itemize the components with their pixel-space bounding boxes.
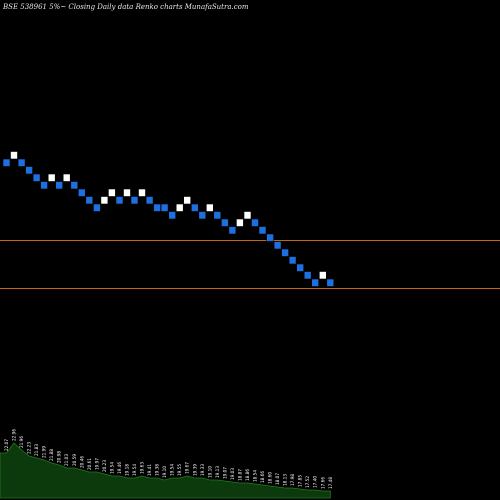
renko-brick-down	[198, 211, 207, 220]
volume-label: 18.87	[237, 469, 242, 481]
volume-area-fill	[0, 442, 331, 499]
renko-brick-up	[108, 188, 116, 197]
volume-label: 17.40	[313, 476, 318, 488]
renko-brick-down	[70, 181, 79, 190]
renko-brick-up	[236, 218, 244, 227]
volume-label: 19.07	[222, 467, 227, 479]
renko-brick-up	[47, 173, 56, 182]
volume-label: 19.63	[140, 462, 145, 474]
volume-label: 18.60	[268, 472, 273, 484]
volume-label: 19.67	[185, 462, 190, 474]
renko-brick-down	[130, 196, 139, 205]
volume-label: 19.38	[155, 464, 160, 476]
volume-label: 20.98	[57, 451, 62, 463]
renko-brick-down	[326, 278, 335, 287]
volume-label: 21.88	[49, 449, 54, 461]
renko-brick-down	[311, 278, 320, 287]
volume-label: 19.54	[132, 464, 137, 476]
volume-label: 17.66	[320, 477, 325, 489]
volume-label: 18.07	[275, 473, 280, 485]
renko-brick-up	[100, 196, 109, 205]
volume-label: 19.10	[207, 466, 212, 478]
volume-label: 19.41	[147, 464, 152, 476]
renko-brick-up	[183, 196, 191, 205]
volume-label: 21.99	[42, 446, 47, 458]
renko-brick-down	[85, 196, 94, 205]
renko-brick-up	[318, 271, 327, 280]
volume-label: 19.97	[94, 458, 99, 470]
volume-label: 19.10	[162, 466, 167, 478]
volume-label: 17.52	[305, 476, 310, 488]
renko-brick-down	[17, 158, 26, 167]
volume-label: 19.54	[170, 464, 175, 476]
renko-brick-down	[168, 211, 176, 220]
volume-label: 18.66	[260, 471, 265, 483]
volume-label: 19.55	[177, 464, 182, 476]
volume-label: 22.23	[27, 442, 32, 454]
renko-brick-down	[153, 203, 161, 212]
volume-label: 19.54	[109, 462, 114, 474]
renko-brick-down	[32, 173, 41, 182]
volume-label: 19.33	[200, 464, 205, 476]
volume-label: 21.96	[19, 436, 24, 448]
renko-brick-up	[138, 188, 146, 197]
volume-label: 19.13	[215, 466, 220, 478]
volume-label: 20.23	[102, 460, 107, 472]
renko-brick-down	[251, 218, 259, 227]
volume-label: 20.46	[79, 456, 84, 468]
renko-brick-up	[243, 211, 252, 220]
volume-label: 22.96	[12, 429, 17, 441]
renko-brick-up	[175, 203, 184, 212]
renko-brick-down	[273, 241, 282, 250]
volume-label: 17.85	[298, 475, 303, 487]
volume-label: 22.07	[4, 439, 9, 451]
renko-brick-down	[221, 218, 229, 227]
renko-brick-down	[78, 188, 86, 197]
volume-label: 19.03	[230, 468, 235, 480]
volume-label: 18.54	[253, 470, 258, 482]
renko-brick-up	[206, 203, 214, 212]
renko-brick-down	[228, 226, 237, 235]
renko-brick-down	[288, 256, 297, 265]
volume-label: 17.48	[328, 477, 333, 489]
renko-brick-up	[10, 151, 18, 160]
renko-brick-down	[281, 248, 289, 257]
volume-label: 19.46	[117, 462, 122, 474]
renko-brick-down	[160, 203, 169, 212]
volume-label: 18.13	[283, 474, 288, 486]
renko-brick-down	[2, 158, 11, 167]
volume-label: 20.61	[87, 458, 92, 470]
renko-brick-down	[115, 196, 124, 205]
volume-label: 21.03	[64, 454, 69, 466]
renko-bricks	[2, 151, 335, 287]
chart-title: BSE 538961 5%~ Closing Daily data Renko …	[2, 3, 249, 11]
renko-brick-down	[25, 166, 33, 175]
renko-brick-down	[191, 203, 199, 212]
volume-area	[0, 442, 331, 499]
volume-label: 19.39	[192, 464, 197, 476]
renko-brick-down	[213, 211, 222, 220]
renko-brick-up	[123, 188, 131, 197]
renko-brick-down	[93, 203, 101, 212]
renko-brick-down	[258, 226, 267, 235]
volume-label: 18.86	[245, 469, 250, 481]
renko-brick-up	[62, 173, 71, 182]
renko-brick-down	[266, 233, 274, 242]
volume-label: 21.83	[34, 444, 39, 456]
renko-brick-down	[145, 196, 154, 205]
volume-label: 19.18	[125, 464, 130, 476]
renko-brick-down	[40, 181, 48, 190]
volume-label: 20.59	[72, 454, 77, 466]
renko-brick-down	[296, 263, 305, 272]
renko-brick-down	[55, 181, 64, 190]
volume-label: 17.98	[290, 474, 295, 486]
renko-brick-down	[303, 271, 312, 280]
